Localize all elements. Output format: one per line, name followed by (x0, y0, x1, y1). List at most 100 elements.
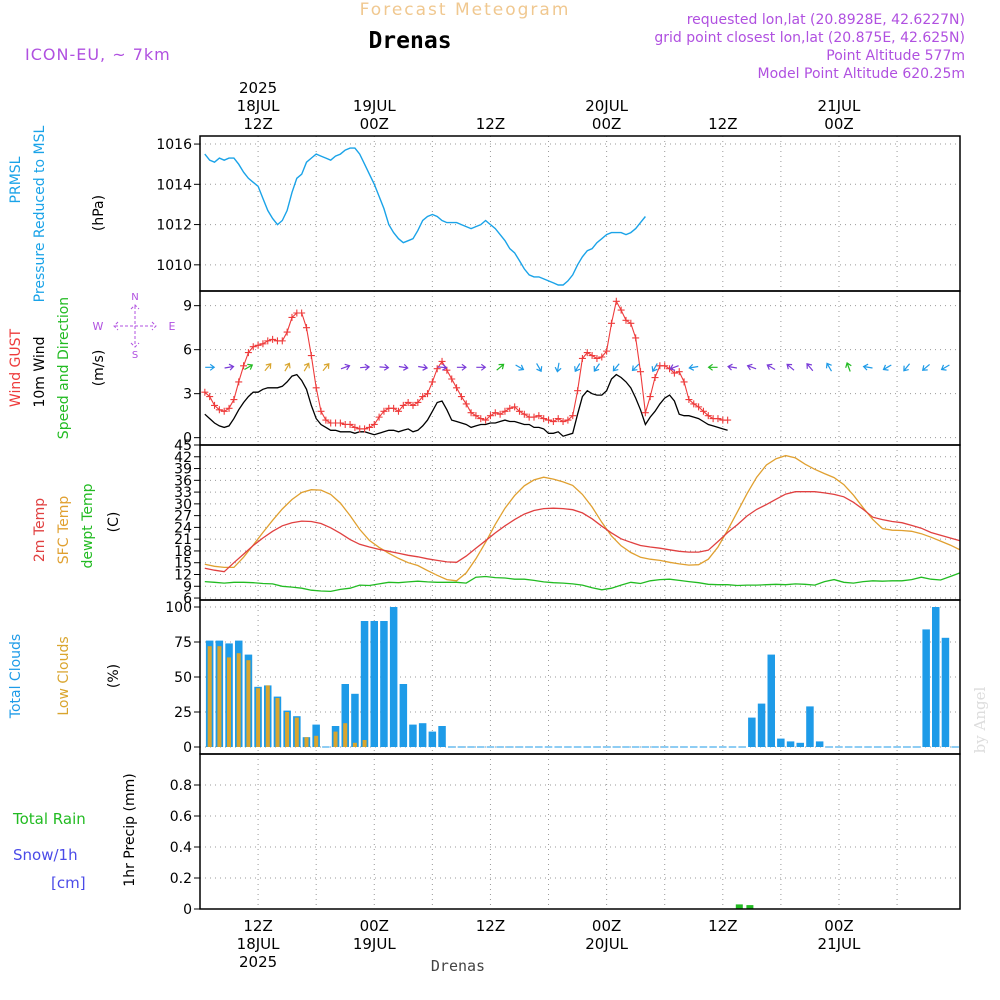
gust-marker (574, 387, 582, 395)
wind-direction-arrow (264, 363, 272, 372)
y-tick-label: 18 (174, 544, 192, 560)
bottom-time-label: 00Z (360, 917, 389, 935)
top-time-label: 21JUL (818, 97, 861, 115)
panel-frame (199, 290, 961, 446)
low-cloud-bar (256, 688, 261, 747)
dewpt-line (204, 572, 961, 593)
gust-marker (690, 400, 698, 408)
y-tick-label: 0.8 (170, 778, 192, 794)
y-tick-label: 0 (183, 902, 192, 918)
wind-direction-arrow (786, 363, 795, 371)
wind-direction-arrow (515, 364, 525, 371)
wind-direction-arrow (631, 363, 640, 372)
gust-marker (361, 425, 369, 433)
gust-marker (244, 349, 252, 357)
sfc-temp-line (204, 454, 961, 582)
y-tick-label: 1012 (156, 218, 192, 234)
low-cloud-bar (314, 735, 319, 747)
footer-station: Drenas (431, 957, 485, 975)
wind-direction-arrow (862, 363, 873, 371)
panel-frame (199, 135, 961, 292)
wind-direction-arrow (205, 363, 216, 371)
gust-marker (501, 407, 509, 415)
gust-marker (569, 412, 577, 420)
wind-direction-arrow (921, 363, 930, 371)
gust-marker (211, 401, 219, 409)
gust-marker (472, 412, 480, 420)
wind-direction-arrow (284, 362, 291, 372)
pressure-line (204, 147, 646, 286)
gust-marker (394, 407, 402, 415)
gust-marker (230, 396, 238, 404)
gust-marker (670, 369, 678, 377)
gust-marker (457, 393, 465, 401)
gust-marker (554, 415, 562, 423)
grid-coords: grid point closest lon,lat (20.875E, 42.… (654, 30, 965, 46)
gust-marker (685, 396, 693, 404)
wind-direction-arrow (456, 363, 467, 371)
gust-marker (225, 404, 233, 412)
total-cloud-bar (777, 738, 785, 747)
y-tick-label: 12 (174, 567, 192, 583)
wind-direction-arrow (340, 363, 351, 371)
total-cloud-bar (941, 637, 950, 747)
wind-gust-label: Wind GUST (8, 328, 24, 407)
total-cloud-bar (428, 731, 437, 747)
total-cloud-bar (932, 607, 940, 747)
gust-marker (298, 309, 306, 317)
top-time-label: 18JUL (237, 97, 280, 115)
rain-bar (735, 904, 743, 909)
gust-marker (598, 353, 606, 361)
bottom-time-label: 12Z (243, 917, 272, 935)
low-cloud-bar (352, 742, 357, 747)
compass-south: S (132, 350, 138, 361)
gust-marker (632, 334, 640, 342)
wind-direction-arrow (727, 363, 738, 371)
compass-west: W (93, 320, 104, 333)
watermark: by Angel (971, 686, 989, 753)
wind-direction-arrow (903, 363, 911, 372)
wind-direction-arrow (379, 363, 390, 371)
wind-direction-arrow (360, 363, 371, 371)
gust-marker (312, 384, 320, 392)
total-cloud-bar (389, 607, 398, 747)
t2m-label: 2m Temp (32, 498, 48, 562)
wind-speed-line (204, 373, 728, 437)
low-cloud-bar (362, 740, 367, 747)
gust-marker (259, 340, 267, 348)
model-name: ICON-EU, ~ 7km (25, 45, 171, 64)
y-tick-label: 30 (174, 497, 192, 513)
gust-marker (496, 410, 504, 418)
gust-marker (278, 337, 286, 345)
wind-direction-label: Speed and Direction (56, 297, 72, 439)
gust-marker (240, 362, 248, 370)
wind-direction-arrow (554, 362, 562, 373)
top-time-label: 20JUL (585, 97, 628, 115)
total-cloud-bar (370, 621, 378, 747)
gust-marker (588, 352, 596, 360)
temp-unit-label: (C) (106, 512, 122, 533)
compass-rose-icon (113, 304, 157, 348)
y-tick-label: 3 (183, 387, 192, 403)
bottom-time-label: 00Z (824, 917, 853, 935)
wind-direction-arrow (651, 363, 658, 373)
wind-direction-arrow (806, 363, 814, 372)
y-tick-label: 1010 (156, 258, 192, 274)
gust-marker (206, 393, 214, 401)
gust-marker (351, 423, 359, 431)
y-tick-label: 100 (165, 600, 192, 616)
pressure-label-msl: Pressure Reduced to MSL (32, 125, 48, 302)
y-tick-label: 36 (174, 473, 192, 489)
model-altitude: Model Point Altitude 620.25m (758, 66, 965, 82)
gust-marker (254, 341, 262, 349)
compass-east: E (169, 320, 176, 333)
gust-marker (448, 375, 456, 383)
y-tick-label: 75 (174, 635, 192, 651)
gust-marker (302, 324, 310, 332)
wind-direction-arrow (746, 363, 757, 371)
gust-marker (578, 354, 586, 362)
top-time-label: 19JUL (353, 97, 396, 115)
wind-direction-arrow (244, 363, 254, 371)
